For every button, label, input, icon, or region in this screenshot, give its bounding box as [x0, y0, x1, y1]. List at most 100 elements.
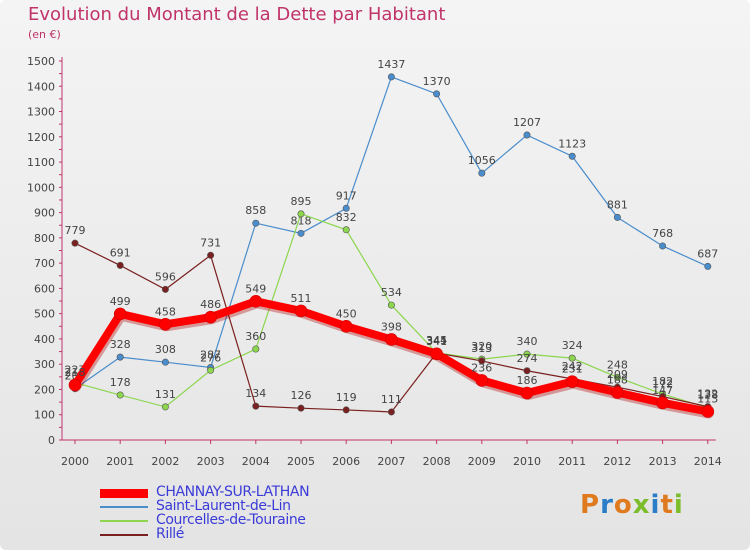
data-point — [297, 229, 305, 237]
data-point — [207, 366, 215, 374]
data-point — [520, 386, 534, 400]
data-point — [252, 345, 260, 353]
data-point — [656, 396, 669, 410]
data-label: 276 — [200, 351, 221, 364]
legend-swatch — [100, 506, 148, 508]
data-point — [387, 301, 395, 309]
data-label: 832 — [336, 211, 357, 224]
data-label: 324 — [562, 339, 583, 352]
data-label: 458 — [155, 305, 176, 318]
data-label: 340 — [517, 335, 538, 348]
data-point — [204, 310, 217, 324]
x-tick-label: 2003 — [197, 455, 225, 468]
data-label: 768 — [652, 227, 673, 240]
y-tick-label: 0 — [48, 434, 55, 447]
y-tick-label: 1300 — [27, 106, 55, 119]
x-tick-label: 2002 — [151, 455, 179, 468]
x-tick-label: 2008 — [423, 455, 451, 468]
data-label: 119 — [336, 391, 357, 404]
y-tick-label: 1500 — [27, 55, 55, 68]
data-label: 511 — [291, 292, 312, 305]
x-tick-label: 2014 — [694, 455, 722, 468]
x-tick-label: 2010 — [513, 455, 541, 468]
data-label: 1207 — [513, 116, 541, 129]
data-label: 128 — [697, 389, 718, 402]
legend-swatch — [100, 534, 148, 536]
data-point — [523, 367, 531, 375]
data-label: 218 — [65, 366, 86, 379]
data-label: 242 — [562, 360, 583, 373]
y-tick-label: 1100 — [27, 156, 55, 169]
x-tick-label: 2001 — [106, 455, 134, 468]
data-point — [475, 374, 489, 387]
data-point — [207, 251, 215, 259]
data-label: 111 — [381, 393, 402, 406]
data-label: 818 — [291, 214, 312, 227]
data-point — [294, 304, 308, 318]
x-tick-label: 2007 — [377, 455, 405, 468]
data-label: 209 — [607, 368, 628, 381]
data-point — [161, 285, 169, 293]
data-label: 1123 — [558, 137, 586, 150]
legend-label: CHANNAY-SUR-LATHAN — [156, 484, 310, 500]
data-point — [342, 204, 350, 212]
data-label: 344 — [426, 334, 447, 347]
data-label: 274 — [517, 352, 538, 365]
data-point — [701, 405, 715, 418]
x-tick-label: 2009 — [468, 455, 496, 468]
data-point — [161, 403, 169, 411]
data-label: 341 — [426, 335, 447, 348]
data-label: 499 — [110, 295, 131, 308]
y-tick-label: 1400 — [27, 80, 55, 93]
data-point — [565, 375, 579, 388]
y-tick-label: 500 — [34, 308, 55, 321]
data-point — [523, 131, 531, 139]
data-label: 287 — [200, 348, 221, 361]
data-label: 328 — [110, 338, 131, 351]
y-tick-label: 600 — [34, 282, 55, 295]
y-tick-label: 1000 — [27, 181, 55, 194]
data-point — [297, 210, 305, 218]
data-label: 178 — [110, 376, 131, 389]
data-label: 147 — [652, 384, 673, 397]
data-label: 534 — [381, 286, 402, 299]
data-label: 691 — [110, 246, 131, 259]
data-point — [339, 319, 353, 333]
data-label: 549 — [245, 282, 266, 295]
data-label: 308 — [155, 343, 176, 356]
data-label: 731 — [200, 236, 221, 249]
x-tick-label: 2004 — [242, 455, 270, 468]
data-point — [611, 386, 624, 399]
legend-label: Rillé — [156, 526, 185, 542]
x-tick-label: 2013 — [649, 455, 677, 468]
data-label: 687 — [697, 247, 718, 260]
data-label: 450 — [336, 307, 357, 320]
data-label: 1056 — [468, 154, 496, 167]
proxiti-logo: Proxiti — [580, 490, 684, 520]
data-point — [478, 169, 486, 177]
data-point — [613, 373, 621, 381]
chart-subtitle: (en €) — [28, 28, 61, 41]
data-label: 131 — [155, 388, 176, 401]
data-label: 186 — [517, 374, 538, 387]
y-tick-label: 1200 — [27, 131, 55, 144]
data-label: 132 — [697, 388, 718, 401]
data-label: 182 — [652, 375, 673, 388]
data-point — [387, 73, 395, 81]
data-label: 1437 — [377, 58, 405, 71]
data-label: 313 — [471, 342, 492, 355]
data-label: 917 — [336, 189, 357, 202]
chart-title: Evolution du Montant de la Dette par Hab… — [28, 4, 446, 25]
x-tick-label: 2011 — [558, 455, 586, 468]
data-point — [249, 294, 263, 308]
data-label: 858 — [245, 204, 266, 217]
data-point — [68, 378, 82, 392]
data-point — [387, 408, 395, 416]
data-label: 113 — [697, 392, 718, 405]
data-point — [159, 317, 172, 331]
data-point — [71, 239, 79, 247]
x-tick-label: 2000 — [61, 455, 89, 468]
data-label: 320 — [471, 340, 492, 353]
